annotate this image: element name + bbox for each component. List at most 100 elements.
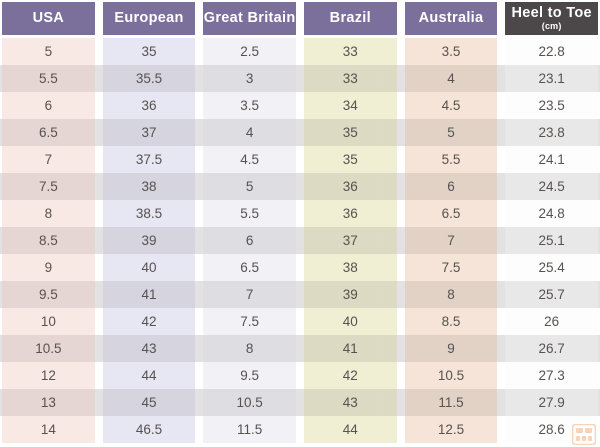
cell-european: 40 (102, 254, 196, 281)
cell-australia: 4 (404, 65, 498, 92)
column-header-label: Heel to Toe (511, 4, 592, 21)
cell-australia: 5.5 (404, 146, 498, 173)
cell-usa: 12 (2, 362, 95, 389)
cell-australia: 4.5 (404, 92, 498, 119)
table-row: 9 40 6.5 38 7.5 25.4 (0, 254, 600, 281)
cell-european: 37 (102, 119, 196, 146)
column-header-australia: Australia (404, 2, 498, 35)
cell-brazil: 36 (303, 200, 397, 227)
cell-european: 46.5 (102, 416, 196, 443)
cell-heel_to_toe: 24.5 (505, 173, 598, 200)
cell-australia: 5 (404, 119, 498, 146)
cell-australia: 10.5 (404, 362, 498, 389)
cell-european: 45 (102, 389, 196, 416)
table-row: 10.5 43 8 41 9 26.7 (0, 335, 600, 362)
column-header-usa: USA (2, 2, 95, 35)
cell-australia: 8.5 (404, 308, 498, 335)
cell-australia: 12.5 (404, 416, 498, 443)
cell-brazil: 35 (303, 146, 397, 173)
cell-heel_to_toe: 28.6 (505, 416, 598, 443)
table-row: 8.5 39 6 37 7 25.1 (0, 227, 600, 254)
cell-brazil: 33 (303, 38, 397, 65)
cell-great_britain: 5 (203, 173, 296, 200)
cell-brazil: 44 (303, 416, 397, 443)
cell-brazil: 42 (303, 362, 397, 389)
cell-heel_to_toe: 23.5 (505, 92, 598, 119)
column-header-brazil: Brazil (303, 2, 397, 35)
cell-great_britain: 9.5 (203, 362, 296, 389)
cell-heel_to_toe: 24.8 (505, 200, 598, 227)
column-header-label: Brazil (329, 10, 371, 27)
cell-usa: 9 (2, 254, 95, 281)
cell-australia: 3.5 (404, 38, 498, 65)
cell-heel_to_toe: 24.1 (505, 146, 598, 173)
cell-heel_to_toe: 26.7 (505, 335, 598, 362)
cell-heel_to_toe: 22.8 (505, 38, 598, 65)
cell-brazil: 36 (303, 173, 397, 200)
cell-brazil: 35 (303, 119, 397, 146)
cell-great_britain: 3.5 (203, 92, 296, 119)
cell-australia: 7 (404, 227, 498, 254)
cell-european: 39 (102, 227, 196, 254)
column-header-label: Australia (418, 10, 484, 27)
cell-australia: 6.5 (404, 200, 498, 227)
cell-usa: 5.5 (2, 65, 95, 92)
cell-heel_to_toe: 26 (505, 308, 598, 335)
cell-european: 44 (102, 362, 196, 389)
table-row: 9.5 41 7 39 8 25.7 (0, 281, 600, 308)
cell-australia: 7.5 (404, 254, 498, 281)
table-row: 5.5 35.5 3 33 4 23.1 (0, 65, 600, 92)
cell-brazil: 43 (303, 389, 397, 416)
cell-heel_to_toe: 23.1 (505, 65, 598, 92)
cell-usa: 5 (2, 38, 95, 65)
cell-usa: 8 (2, 200, 95, 227)
cell-brazil: 37 (303, 227, 397, 254)
cell-usa: 9.5 (2, 281, 95, 308)
cell-heel_to_toe: 27.9 (505, 389, 598, 416)
cell-brazil: 33 (303, 65, 397, 92)
cell-australia: 11.5 (404, 389, 498, 416)
cell-heel_to_toe: 25.7 (505, 281, 598, 308)
cell-heel_to_toe: 23.8 (505, 119, 598, 146)
cell-great_britain: 6.5 (203, 254, 296, 281)
cell-heel_to_toe: 27.3 (505, 362, 598, 389)
cell-great_britain: 5.5 (203, 200, 296, 227)
column-header-sublabel: (cm) (541, 21, 562, 32)
cell-australia: 9 (404, 335, 498, 362)
table-body: 5 35 2.5 33 3.5 22.8 5.5 35.5 3 33 4 23.1 6 36 3.5 34 4.… (0, 38, 600, 443)
cell-australia: 8 (404, 281, 498, 308)
table-row: 10 42 7.5 40 8.5 26 (0, 308, 600, 335)
cell-great_britain: 3 (203, 65, 296, 92)
table-row: 14 46.5 11.5 44 12.5 28.6 (0, 416, 600, 443)
cell-european: 42 (102, 308, 196, 335)
table-row: 6.5 37 4 35 5 23.8 (0, 119, 600, 146)
cell-usa: 6 (2, 92, 95, 119)
cell-brazil: 38 (303, 254, 397, 281)
cell-great_britain: 2.5 (203, 38, 296, 65)
cell-usa: 13 (2, 389, 95, 416)
table-row: 7 37.5 4.5 35 5.5 24.1 (0, 146, 600, 173)
column-header-label: Great Britain (203, 10, 296, 27)
cell-heel_to_toe: 25.1 (505, 227, 598, 254)
table-header: USA European Great Britain Brazil Austra… (0, 2, 600, 35)
cell-european: 41 (102, 281, 196, 308)
column-header-label: USA (32, 10, 65, 27)
cell-heel_to_toe: 25.4 (505, 254, 598, 281)
cell-brazil: 39 (303, 281, 397, 308)
cell-usa: 14 (2, 416, 95, 443)
table-row: 7.5 38 5 36 6 24.5 (0, 173, 600, 200)
cell-great_britain: 8 (203, 335, 296, 362)
table-row: 5 35 2.5 33 3.5 22.8 (0, 38, 600, 65)
table-row: 8 38.5 5.5 36 6.5 24.8 (0, 200, 600, 227)
cell-brazil: 34 (303, 92, 397, 119)
cell-usa: 10.5 (2, 335, 95, 362)
cell-usa: 6.5 (2, 119, 95, 146)
cell-australia: 6 (404, 173, 498, 200)
cell-european: 37.5 (102, 146, 196, 173)
cell-usa: 7 (2, 146, 95, 173)
cell-european: 38 (102, 173, 196, 200)
column-header-great-britain: Great Britain (203, 2, 296, 35)
column-header-label: European (114, 10, 184, 27)
cell-usa: 7.5 (2, 173, 95, 200)
